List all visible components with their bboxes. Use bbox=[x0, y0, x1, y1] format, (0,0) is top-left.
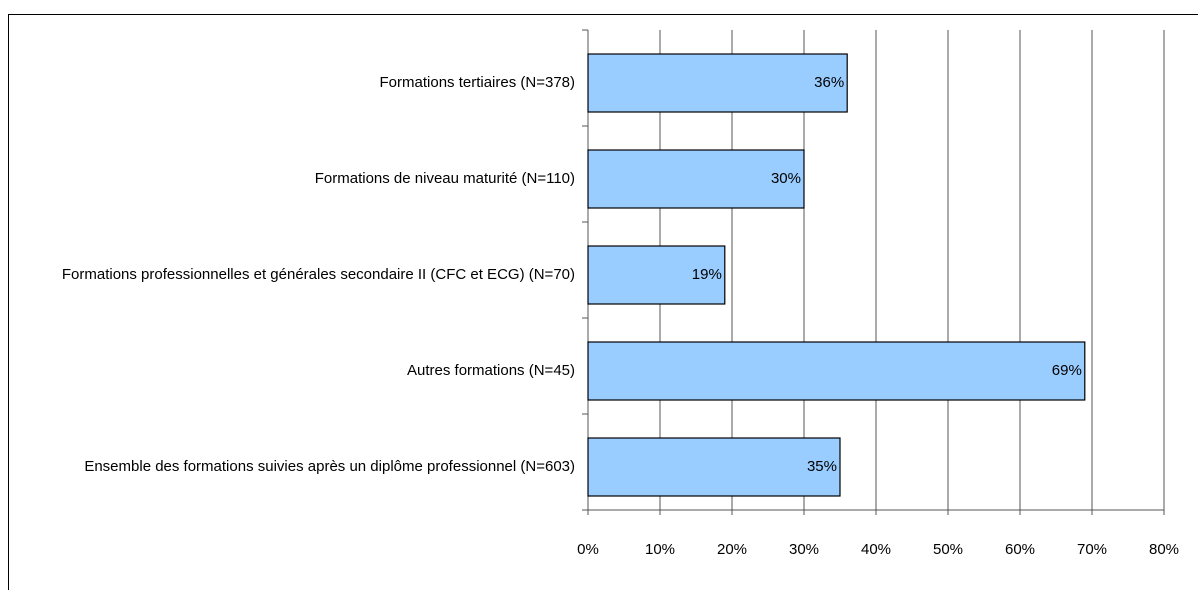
y-tick-label: Formations de niveau maturité (N=110) bbox=[20, 139, 575, 219]
y-tick-label-text: Formations tertiaires (N=378) bbox=[379, 74, 575, 91]
frame bbox=[8, 14, 1198, 590]
x-tick-label: 30% bbox=[789, 541, 819, 558]
y-tick-label-text: Ensemble des formations suivies après un… bbox=[84, 458, 575, 475]
y-tick-label: Ensemble des formations suivies après un… bbox=[20, 427, 575, 507]
bar bbox=[587, 53, 848, 113]
data-label: 69% bbox=[1052, 362, 1082, 379]
x-tick-label: 20% bbox=[717, 541, 747, 558]
x-tick-label: 40% bbox=[861, 541, 891, 558]
x-tick-label: 50% bbox=[933, 541, 963, 558]
bar bbox=[587, 149, 805, 209]
bar bbox=[587, 437, 841, 497]
y-tick-label: Formations professionnelles et générales… bbox=[20, 235, 575, 315]
x-tick-label: 10% bbox=[645, 541, 675, 558]
data-label: 30% bbox=[771, 170, 801, 187]
y-tick-label-text: Formations professionnelles et générales… bbox=[61, 266, 575, 283]
y-tick-label: Autres formations (N=45) bbox=[20, 331, 575, 411]
y-tick-label-text: Autres formations (N=45) bbox=[407, 362, 575, 379]
y-tick-label-text: Formations de niveau maturité (N=110) bbox=[314, 170, 575, 187]
x-tick-label: 60% bbox=[1005, 541, 1035, 558]
y-tick-label: Formations tertiaires (N=378) bbox=[20, 43, 575, 123]
bar bbox=[587, 245, 726, 305]
bar bbox=[587, 341, 1086, 401]
data-label: 35% bbox=[807, 458, 837, 475]
data-label: 36% bbox=[814, 74, 844, 91]
data-label: 19% bbox=[692, 266, 722, 283]
x-tick-label: 0% bbox=[577, 541, 599, 558]
x-tick-label: 80% bbox=[1149, 541, 1179, 558]
x-tick-label: 70% bbox=[1077, 541, 1107, 558]
